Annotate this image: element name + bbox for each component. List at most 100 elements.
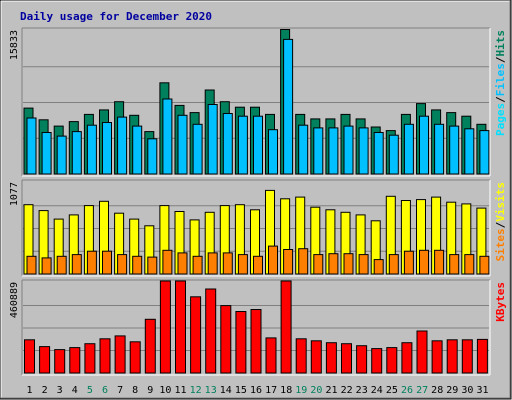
bar-files-day-16 bbox=[253, 115, 263, 175]
bar-kbytes-day-17 bbox=[265, 337, 277, 374]
x-axis: 1 2 3 4 5 6 7 8 9 10 11 12 13 14 15 16 17 18 19 20 21 22 23 24 2… bbox=[26, 385, 488, 396]
bar-sites-day-4 bbox=[71, 254, 82, 275]
bar-sites-day-27 bbox=[419, 249, 429, 275]
bar-files-day-7 bbox=[117, 116, 128, 175]
bar-files-day-26 bbox=[403, 123, 414, 175]
bar-sites-day-6 bbox=[102, 250, 112, 275]
bar-files-day-28 bbox=[434, 123, 445, 175]
x-tick-label: 22 bbox=[341, 385, 353, 396]
bar-kbytes-day-19 bbox=[295, 338, 307, 374]
bar-sites-day-28 bbox=[434, 249, 445, 275]
x-tick-label: 23 bbox=[356, 385, 368, 396]
bar-kbytes-day-25 bbox=[386, 347, 398, 374]
ymax-label-visits-sites: 1077 bbox=[9, 182, 20, 206]
bar-files-day-9 bbox=[147, 138, 158, 175]
x-tick-label: 7 bbox=[117, 385, 123, 396]
bar-files-day-12 bbox=[192, 123, 203, 175]
x-tick-label: 26 bbox=[401, 385, 413, 396]
panel-visits-sites: 1077 Sites/Visits bbox=[9, 179, 507, 277]
legend-kbytes: KBytes bbox=[494, 282, 507, 322]
legend-visits-sites: Sites/Visits bbox=[494, 182, 507, 262]
bar-sites-day-16 bbox=[253, 255, 263, 275]
bar-sites-day-18 bbox=[283, 249, 294, 275]
bar-sites-day-2 bbox=[41, 257, 52, 275]
bar-kbytes-day-24 bbox=[371, 348, 383, 374]
bar-kbytes-day-10 bbox=[159, 280, 171, 374]
x-tick-label: 25 bbox=[386, 385, 398, 396]
bar-files-day-10 bbox=[162, 98, 173, 175]
bar-sites-day-9 bbox=[147, 256, 158, 275]
x-tick-label: 6 bbox=[102, 385, 108, 396]
x-tick-label: 24 bbox=[371, 385, 383, 396]
bar-sites-day-26 bbox=[403, 250, 414, 275]
ymax-label-kbytes: 460889 bbox=[9, 282, 20, 318]
bar-files-day-20 bbox=[313, 127, 324, 175]
bar-files-day-21 bbox=[328, 127, 339, 175]
bar-kbytes-day-13 bbox=[205, 288, 217, 374]
bar-kbytes-day-1 bbox=[24, 339, 35, 374]
bar-files-day-18 bbox=[283, 38, 294, 175]
chart-title: Daily usage for December 2020 bbox=[20, 10, 212, 23]
x-tick-label: 31 bbox=[476, 385, 488, 396]
bar-kbytes-day-15 bbox=[235, 311, 247, 374]
bar-kbytes-day-2 bbox=[39, 346, 51, 374]
bar-sites-day-8 bbox=[132, 255, 143, 275]
bar-sites-day-25 bbox=[388, 254, 399, 275]
bar-sites-day-17 bbox=[268, 245, 278, 275]
bar-sites-day-19 bbox=[298, 248, 309, 275]
bar-files-day-5 bbox=[86, 124, 97, 175]
bar-kbytes-day-6 bbox=[99, 338, 111, 374]
bar-kbytes-day-7 bbox=[114, 335, 126, 374]
x-tick-label: 1 bbox=[26, 385, 32, 396]
x-tick-label: 20 bbox=[310, 385, 322, 396]
x-tick-label: 5 bbox=[87, 385, 93, 396]
bar-kbytes-day-28 bbox=[431, 340, 443, 374]
x-tick-label: 4 bbox=[72, 385, 78, 396]
bar-sites-day-30 bbox=[464, 254, 475, 275]
x-tick-label: 30 bbox=[461, 385, 473, 396]
bar-files-day-6 bbox=[102, 122, 112, 175]
bar-kbytes-day-26 bbox=[401, 342, 413, 374]
bar-files-day-25 bbox=[388, 134, 399, 175]
bar-files-day-23 bbox=[358, 127, 369, 175]
x-tick-label: 3 bbox=[57, 385, 63, 396]
panels: 15833 Pages/Files/Hits 1077 Sites/Visits 460… bbox=[9, 27, 507, 376]
x-tick-label: 8 bbox=[132, 385, 138, 396]
x-tick-label: 18 bbox=[280, 385, 292, 396]
bar-kbytes-day-16 bbox=[250, 309, 262, 374]
bar-kbytes-day-31 bbox=[476, 338, 488, 374]
bar-kbytes-day-22 bbox=[341, 343, 352, 374]
bar-files-day-27 bbox=[419, 115, 429, 175]
bar-sites-day-13 bbox=[207, 252, 218, 275]
bar-sites-day-24 bbox=[373, 259, 384, 275]
bar-sites-day-31 bbox=[479, 255, 490, 275]
bar-sites-day-14 bbox=[222, 252, 233, 275]
legend-item-kbytes: KBytes bbox=[494, 282, 507, 322]
x-tick-label: 28 bbox=[431, 385, 443, 396]
legend-item-visits: Visits bbox=[494, 182, 507, 222]
x-tick-label: 10 bbox=[159, 385, 171, 396]
panel-kbytes: 460889 KBytes bbox=[9, 279, 507, 376]
bar-kbytes-day-14 bbox=[220, 305, 232, 374]
x-tick-label: 16 bbox=[250, 385, 262, 396]
bar-files-day-17 bbox=[268, 129, 278, 175]
bar-kbytes-day-29 bbox=[446, 339, 458, 374]
bar-files-day-31 bbox=[479, 130, 490, 175]
bar-kbytes-day-4 bbox=[69, 347, 81, 374]
bar-files-day-22 bbox=[343, 125, 354, 175]
x-tick-label: 14 bbox=[220, 385, 232, 396]
bar-kbytes-day-23 bbox=[356, 345, 368, 374]
legend-item-pages: Pages bbox=[494, 103, 507, 136]
bar-files-day-30 bbox=[464, 128, 475, 175]
bar-kbytes-day-20 bbox=[310, 340, 322, 374]
bar-kbytes-day-18 bbox=[280, 280, 292, 374]
bar-sites-day-23 bbox=[358, 254, 369, 275]
legend-item-sites: Sites bbox=[494, 228, 507, 261]
bar-sites-day-20 bbox=[313, 254, 324, 275]
legend-item-files: Files bbox=[494, 63, 507, 96]
bar-sites-day-1 bbox=[26, 255, 37, 275]
x-tick-label: 12 bbox=[190, 385, 202, 396]
bar-files-day-8 bbox=[132, 125, 143, 175]
bar-files-day-14 bbox=[222, 113, 233, 175]
bar-kbytes-day-27 bbox=[416, 330, 428, 374]
